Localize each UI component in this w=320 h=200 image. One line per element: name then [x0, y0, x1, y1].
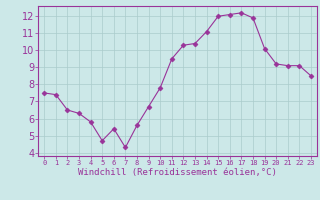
X-axis label: Windchill (Refroidissement éolien,°C): Windchill (Refroidissement éolien,°C) — [78, 168, 277, 177]
